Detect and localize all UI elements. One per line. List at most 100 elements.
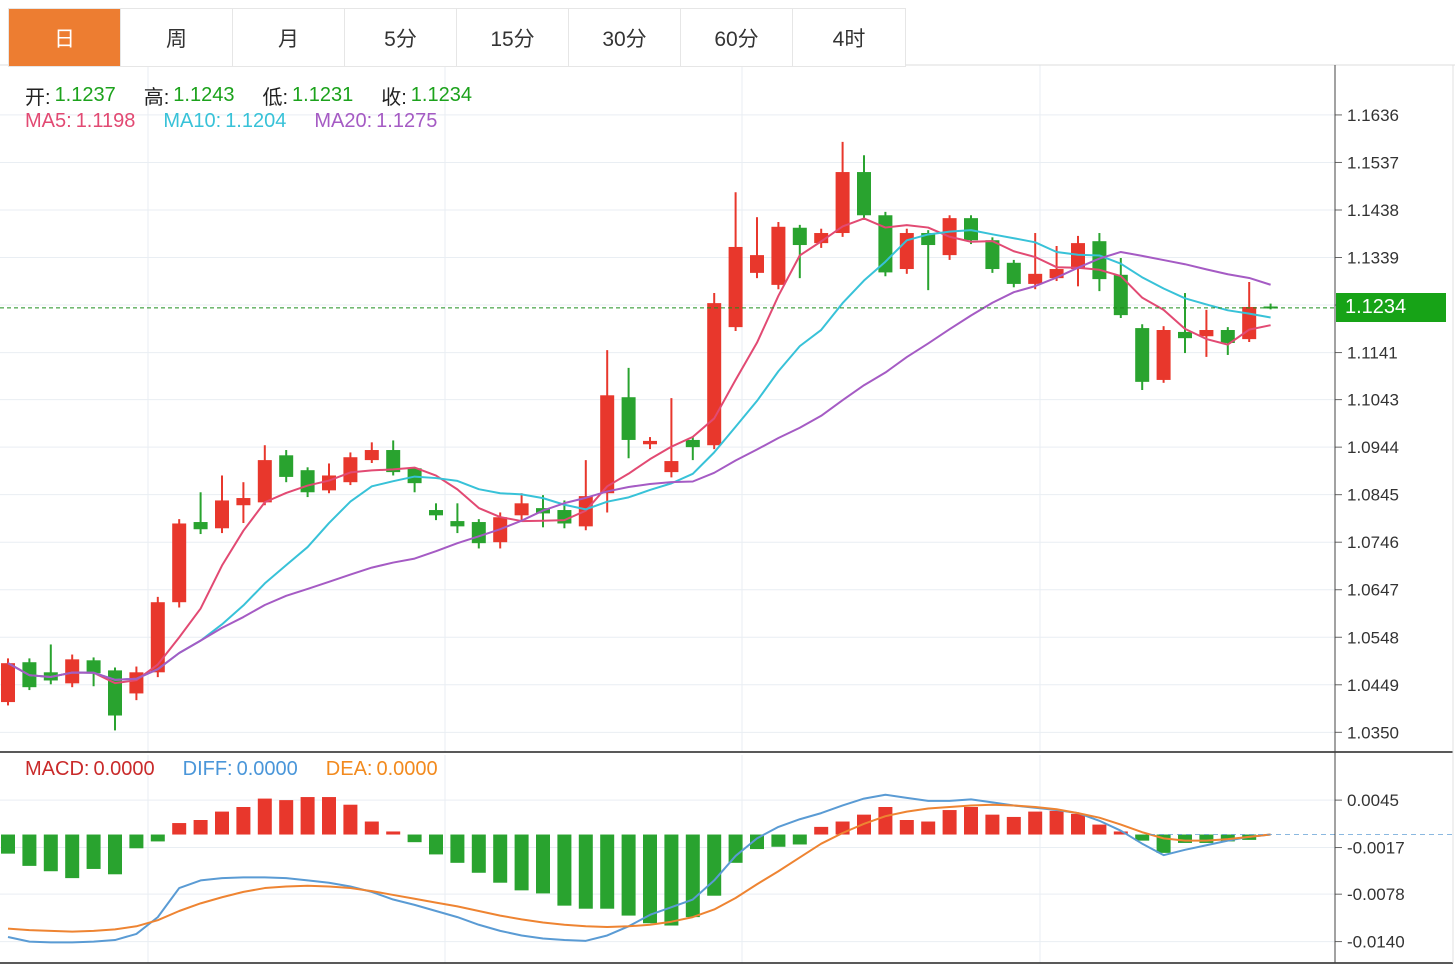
macd-bar[interactable] bbox=[322, 797, 336, 835]
macd-bar[interactable] bbox=[942, 810, 957, 835]
candle[interactable] bbox=[685, 439, 700, 448]
macd-bar[interactable] bbox=[257, 798, 272, 835]
candle[interactable] bbox=[792, 227, 807, 246]
macd-bar[interactable] bbox=[22, 834, 37, 866]
candle[interactable] bbox=[150, 602, 165, 673]
candle[interactable] bbox=[1135, 328, 1150, 382]
candle[interactable] bbox=[1156, 330, 1171, 380]
candle[interactable] bbox=[450, 521, 465, 527]
candle[interactable] bbox=[985, 240, 1000, 270]
candle[interactable] bbox=[600, 395, 615, 494]
candle[interactable] bbox=[1049, 269, 1064, 279]
candle[interactable] bbox=[215, 500, 229, 529]
candle[interactable] bbox=[343, 457, 358, 483]
candle[interactable] bbox=[364, 450, 379, 461]
candle[interactable] bbox=[899, 233, 914, 270]
candle[interactable] bbox=[728, 246, 743, 328]
macd-bar[interactable] bbox=[450, 834, 465, 863]
macd-bar[interactable] bbox=[728, 834, 743, 863]
macd-bar[interactable] bbox=[43, 834, 58, 872]
candle[interactable] bbox=[65, 659, 80, 684]
macd-bar[interactable] bbox=[172, 823, 187, 835]
macd-bar[interactable] bbox=[600, 834, 615, 909]
macd-bar[interactable] bbox=[878, 807, 893, 835]
candle[interactable] bbox=[1220, 330, 1235, 343]
macd-bar[interactable] bbox=[899, 820, 914, 835]
candle[interactable] bbox=[429, 510, 443, 516]
tab-30min[interactable]: 30分 bbox=[569, 9, 681, 66]
candle[interactable] bbox=[664, 461, 679, 473]
macd-bar[interactable] bbox=[557, 834, 572, 906]
candle[interactable] bbox=[257, 460, 272, 503]
tab-15min[interactable]: 15分 bbox=[457, 9, 569, 66]
macd-bar[interactable] bbox=[985, 814, 1000, 835]
candle[interactable] bbox=[1071, 243, 1085, 270]
macd-bar[interactable] bbox=[792, 834, 807, 845]
macd-bar[interactable] bbox=[1006, 816, 1021, 835]
candle[interactable] bbox=[878, 215, 893, 273]
candle[interactable] bbox=[86, 660, 101, 674]
candle[interactable] bbox=[471, 522, 486, 544]
macd-bar[interactable] bbox=[193, 820, 208, 835]
candle[interactable] bbox=[707, 303, 722, 446]
macd-bar[interactable] bbox=[1135, 834, 1150, 841]
macd-bar[interactable] bbox=[108, 834, 122, 875]
candle[interactable] bbox=[643, 440, 657, 445]
candle[interactable] bbox=[172, 523, 187, 603]
candle[interactable] bbox=[1178, 331, 1192, 339]
macd-bar[interactable] bbox=[707, 834, 722, 896]
macd-bar[interactable] bbox=[279, 800, 294, 835]
candle[interactable] bbox=[1, 663, 15, 703]
macd-bar[interactable] bbox=[1092, 824, 1107, 835]
macd-bar[interactable] bbox=[514, 834, 529, 891]
candle[interactable] bbox=[1113, 274, 1128, 316]
candle[interactable] bbox=[236, 498, 251, 506]
macd-bar[interactable] bbox=[1049, 810, 1064, 835]
candle[interactable] bbox=[386, 450, 401, 473]
macd-bar[interactable] bbox=[964, 807, 978, 835]
macd-bar[interactable] bbox=[1199, 834, 1214, 843]
macd-bar[interactable] bbox=[471, 834, 486, 873]
macd-bar[interactable] bbox=[578, 834, 593, 909]
candle[interactable] bbox=[514, 503, 529, 516]
macd-bar[interactable] bbox=[364, 821, 379, 835]
macd-bar[interactable] bbox=[536, 834, 550, 894]
candle[interactable] bbox=[1242, 306, 1257, 340]
tab-daily[interactable]: 日 bbox=[9, 9, 121, 66]
macd-bar[interactable] bbox=[621, 834, 636, 916]
macd-bar[interactable] bbox=[643, 834, 657, 924]
candle[interactable] bbox=[771, 226, 786, 285]
tab-60min[interactable]: 60分 bbox=[681, 9, 793, 66]
macd-bar[interactable] bbox=[685, 834, 700, 918]
tab-monthly[interactable]: 月 bbox=[233, 9, 345, 66]
tab-weekly[interactable]: 周 bbox=[121, 9, 233, 66]
macd-bar[interactable] bbox=[1178, 834, 1192, 843]
candle[interactable] bbox=[1028, 273, 1043, 284]
candle[interactable] bbox=[750, 255, 764, 273]
tab-5min[interactable]: 5分 bbox=[345, 9, 457, 66]
macd-bar[interactable] bbox=[65, 834, 80, 879]
macd-bar[interactable] bbox=[664, 834, 679, 926]
macd-bar[interactable] bbox=[343, 804, 358, 835]
macd-bar[interactable] bbox=[814, 826, 829, 835]
macd-bar[interactable] bbox=[429, 834, 443, 855]
candle[interactable] bbox=[621, 397, 636, 440]
macd-bar[interactable] bbox=[150, 834, 165, 842]
candle[interactable] bbox=[300, 470, 315, 493]
macd-bar[interactable] bbox=[215, 811, 229, 835]
macd-bar[interactable] bbox=[386, 831, 401, 835]
macd-bar[interactable] bbox=[1, 834, 15, 854]
candle[interactable] bbox=[857, 172, 871, 216]
macd-bar[interactable] bbox=[1113, 831, 1128, 835]
macd-bar[interactable] bbox=[493, 834, 508, 883]
candle[interactable] bbox=[814, 233, 829, 244]
macd-bar[interactable] bbox=[1071, 813, 1085, 835]
macd-bar[interactable] bbox=[129, 834, 144, 849]
macd-bar[interactable] bbox=[86, 834, 101, 869]
candle[interactable] bbox=[193, 522, 208, 530]
macd-bar[interactable] bbox=[921, 821, 936, 835]
candle[interactable] bbox=[1199, 330, 1214, 337]
macd-bar[interactable] bbox=[771, 834, 786, 847]
candle[interactable] bbox=[279, 455, 294, 477]
